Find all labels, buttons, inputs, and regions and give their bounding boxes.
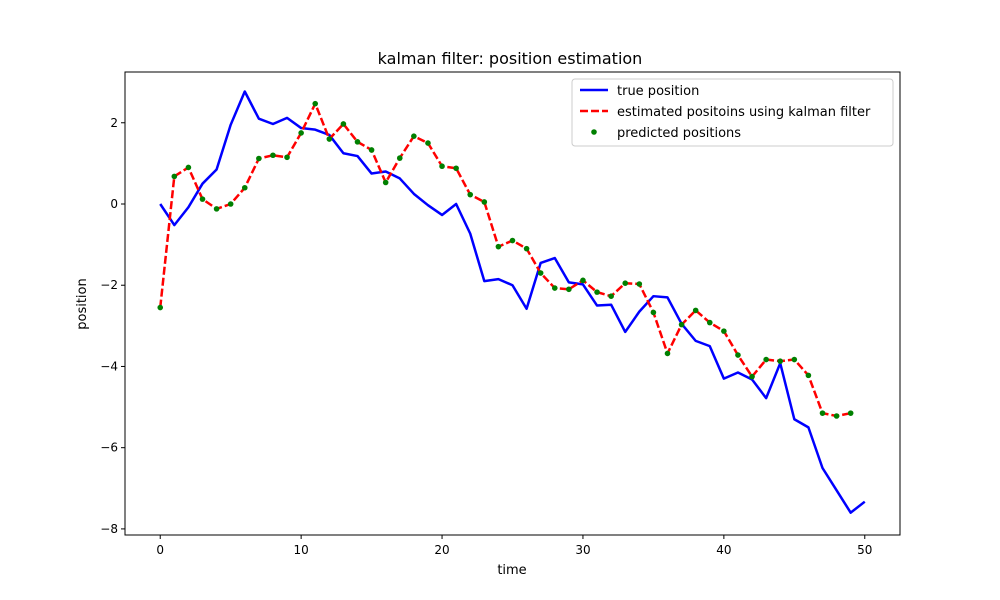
x-tick-label: 20	[434, 543, 449, 557]
predicted-point	[537, 270, 544, 276]
y-axis-label: position	[75, 278, 90, 330]
predicted-point	[354, 139, 361, 145]
predicted-point	[298, 130, 304, 136]
predicted-point	[608, 293, 614, 299]
predicted-point	[425, 140, 431, 146]
predicted-point	[650, 309, 657, 316]
predicted-point	[171, 173, 178, 180]
y-tick-label: 0	[110, 197, 118, 211]
legend-swatch-predicted	[591, 129, 597, 135]
predicted-point	[481, 199, 488, 205]
predicted-point	[580, 277, 586, 284]
predicted-point	[721, 328, 727, 334]
predicted-point	[439, 163, 445, 170]
legend-label-predicted: predicted positions	[617, 126, 741, 141]
predicted-point	[227, 201, 234, 207]
x-tick-label: 40	[716, 543, 731, 557]
predicted-point	[270, 152, 276, 159]
predicted-point	[157, 304, 164, 311]
predicted-point	[819, 410, 826, 416]
predicted-point	[467, 191, 474, 198]
series-true-position-line	[159, 90, 866, 514]
predicted-point	[312, 100, 319, 107]
predicted-point	[664, 350, 671, 357]
predicted-point	[326, 136, 333, 142]
predicted-point	[566, 286, 572, 293]
predicted-point	[678, 321, 685, 328]
x-tick-label: 10	[293, 543, 308, 557]
axes-frame	[124, 71, 901, 536]
x-tick-label: 50	[857, 543, 872, 557]
predicted-point	[396, 155, 403, 161]
predicted-point	[382, 179, 389, 186]
predicted-point	[706, 319, 713, 326]
predicted-point	[453, 165, 459, 172]
x-tick-label: 0	[156, 543, 164, 557]
predicted-point	[340, 121, 347, 127]
x-axis-label: time	[497, 563, 526, 578]
legend-box	[571, 78, 894, 147]
predicted-point	[749, 373, 755, 380]
predicted-point	[199, 196, 206, 202]
plot-area	[157, 90, 866, 514]
predicted-point	[791, 356, 798, 363]
predicted-point	[692, 307, 699, 314]
legend-label-estimated: estimated positoins using kalman filter	[617, 105, 871, 120]
predicted-point	[594, 289, 600, 295]
y-tick-label: 2	[110, 116, 118, 130]
predicted-point	[636, 281, 643, 287]
predicted-point	[735, 352, 741, 358]
y-tick-label: −8	[100, 522, 118, 536]
y-tick-label: −4	[100, 359, 118, 373]
predicted-point	[763, 356, 769, 363]
predicted-point	[805, 372, 812, 379]
predicted-point	[523, 245, 530, 252]
legend-label-true: true position	[617, 84, 699, 99]
y-tick-label: −2	[100, 278, 118, 292]
predicted-point	[777, 358, 784, 364]
predicted-point	[185, 164, 192, 171]
predicted-point	[241, 184, 248, 191]
x-tick-label: 30	[575, 543, 590, 557]
predicted-point	[284, 154, 290, 161]
predicted-point	[213, 206, 220, 212]
predicted-point	[551, 285, 558, 291]
predicted-point	[368, 147, 375, 153]
predicted-point	[833, 413, 840, 419]
chart-title: kalman filter: position estimation	[378, 49, 643, 68]
y-tick-label: −6	[100, 441, 118, 455]
predicted-point	[847, 410, 854, 416]
legend: true position estimated positoins using …	[571, 78, 894, 147]
axis-ticks: 0 10 20 30 40 50 −8 −6 −4 −2 0 2	[100, 116, 872, 557]
predicted-point	[509, 237, 516, 244]
predicted-point	[622, 280, 629, 286]
predicted-point	[495, 243, 502, 250]
predicted-point	[411, 133, 417, 139]
predicted-point	[256, 155, 262, 162]
